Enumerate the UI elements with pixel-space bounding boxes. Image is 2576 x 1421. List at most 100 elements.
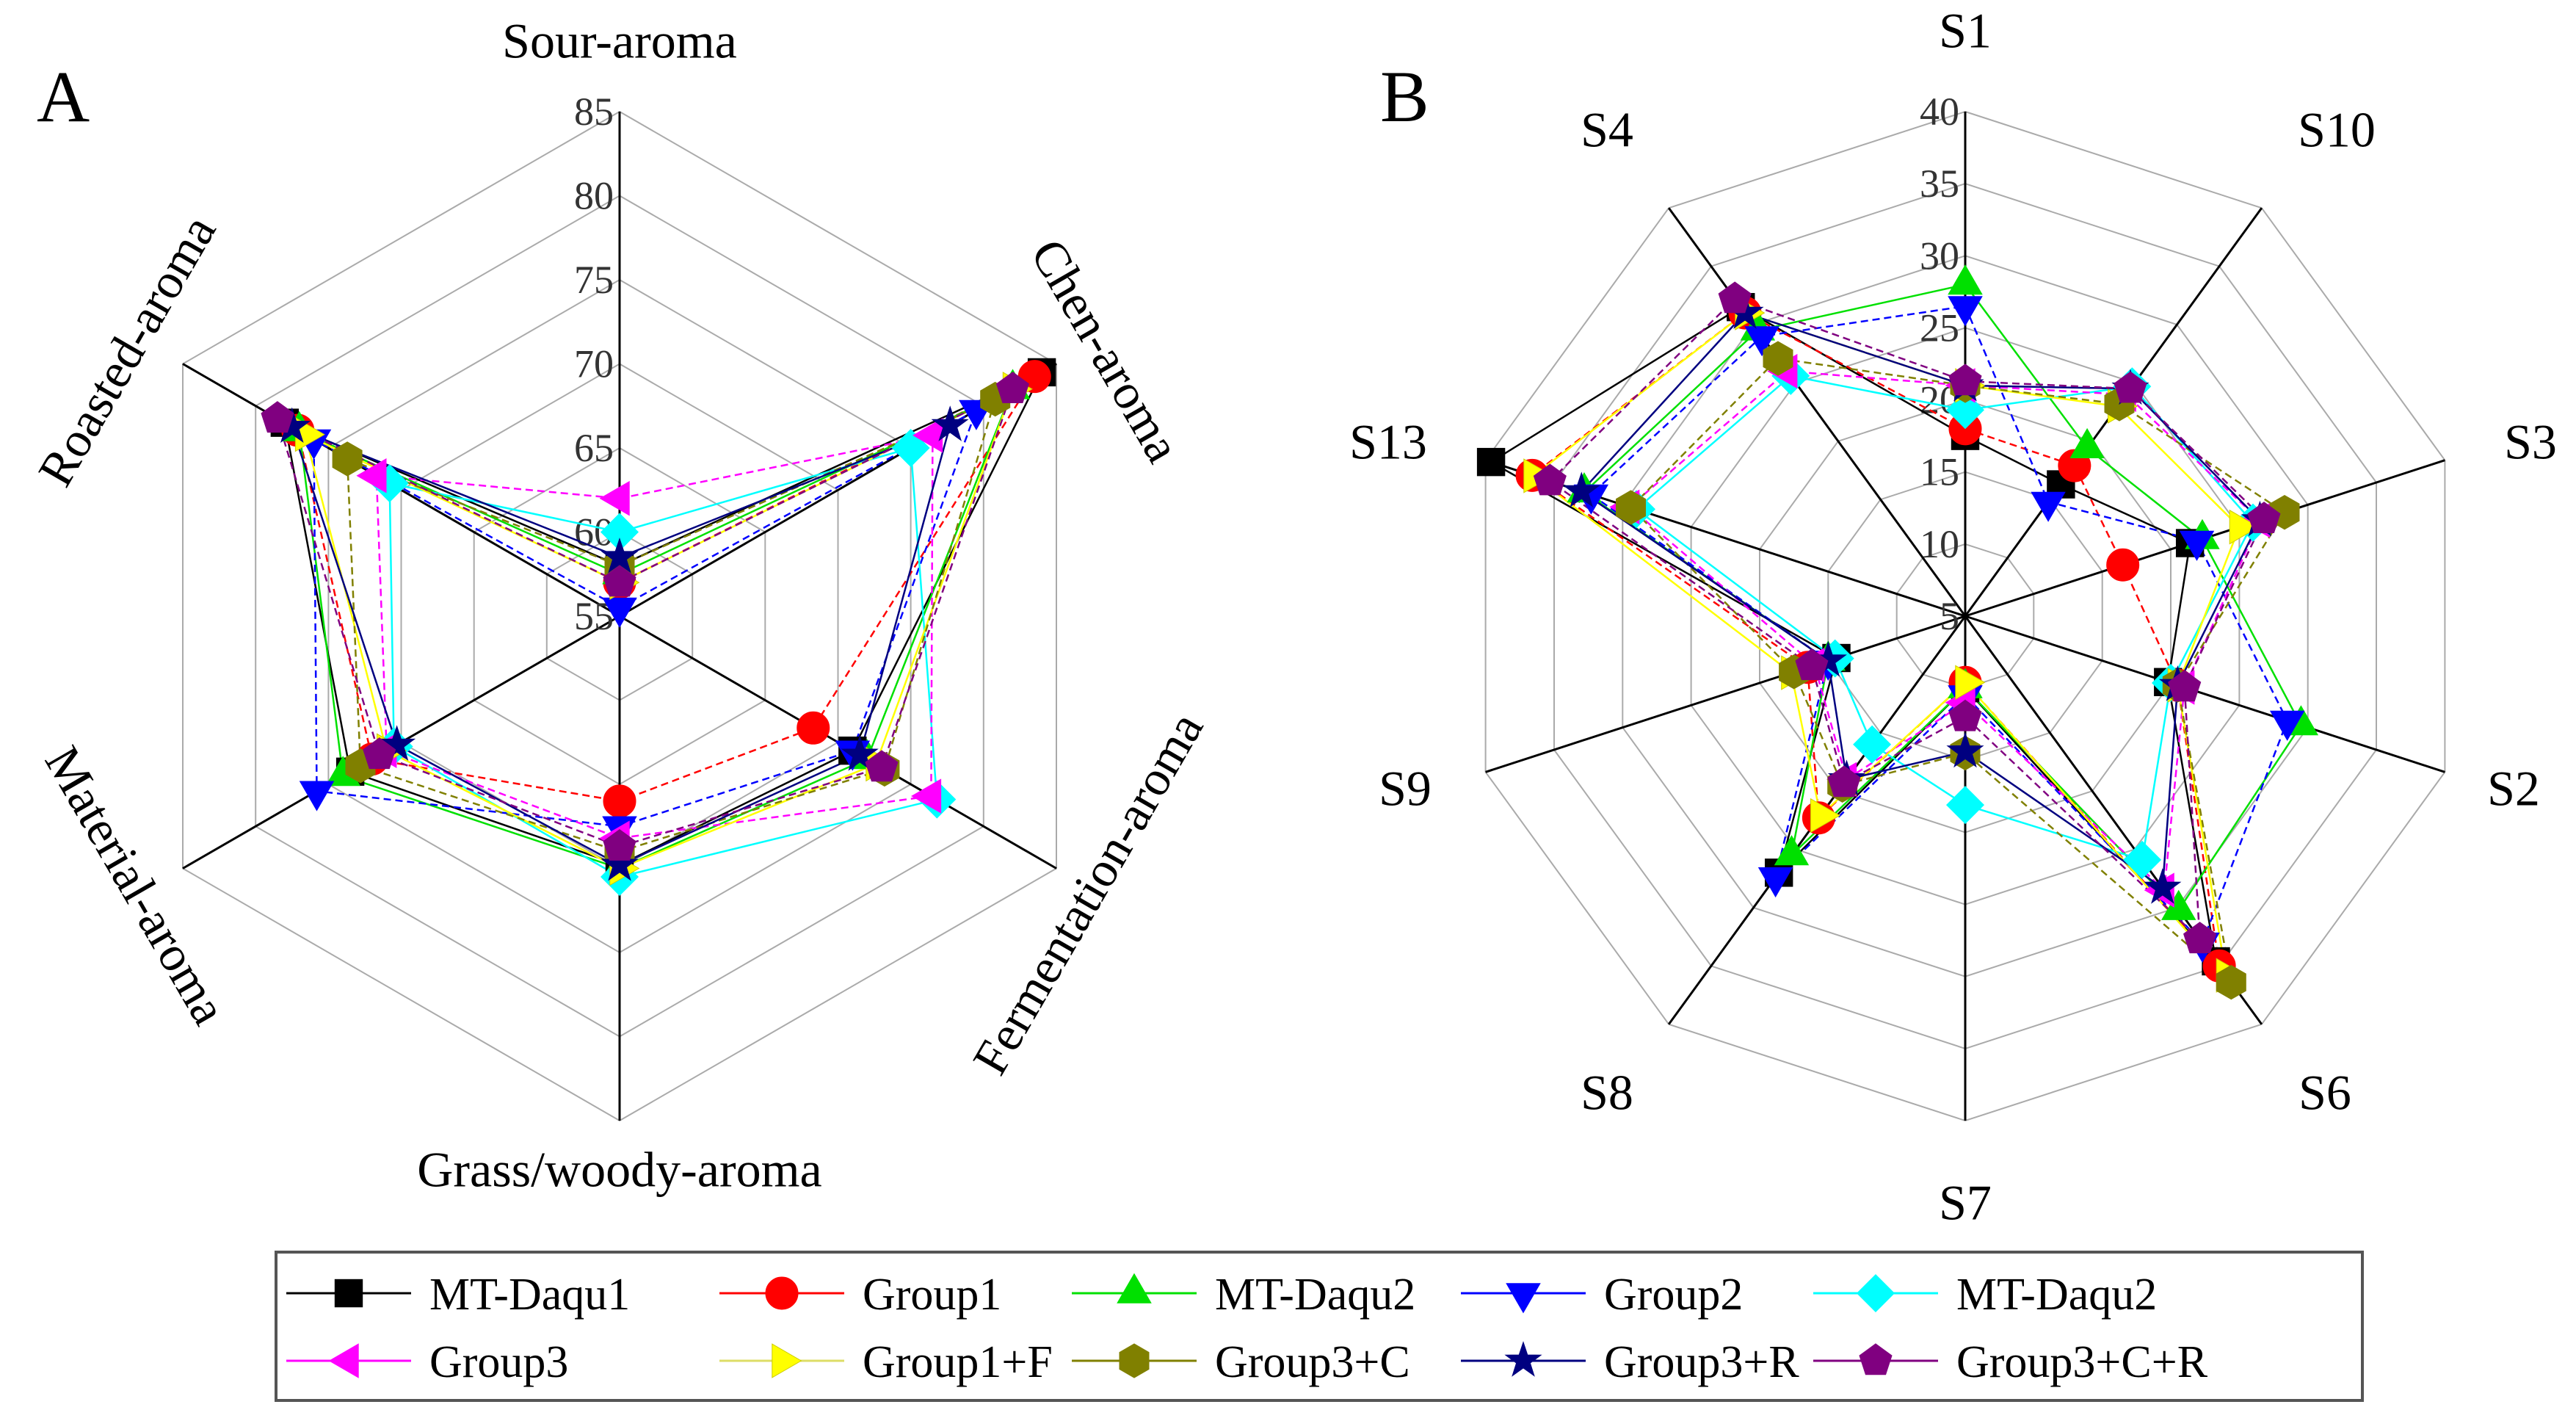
axis-title-s8: S8 [1581, 1065, 1633, 1121]
panel-label-b: B [1380, 56, 1429, 137]
data-point-mt-daqu2-2-s1 [1948, 264, 1983, 295]
axis-title-s4: S4 [1581, 102, 1633, 158]
tick-label: 85 [574, 90, 614, 134]
data-point-group2-3-s3 [2179, 530, 2215, 561]
series-line-group2-3 [1589, 305, 2289, 944]
axis-title-s7: S7 [1939, 1175, 1992, 1231]
axis-title-grass-woody-aroma: Grass/woody-aroma [417, 1142, 821, 1198]
tick-label: 75 [574, 258, 614, 302]
data-point-group3-c-r-9-s7 [1948, 699, 1982, 731]
data-point-group3-c-r-9-s13 [1533, 463, 1567, 496]
legend-label: Group3+C [1215, 1337, 1410, 1387]
data-point-group3-r-8-chen-aroma [931, 405, 969, 441]
data-point-mt-daqu2-4-s7 [1945, 786, 1985, 825]
data-point-group3-c-r-9-material-aroma [363, 737, 396, 770]
legend-box [275, 1251, 2364, 1402]
data-point-mt-daqu2-2-s8 [1774, 835, 1810, 866]
radar-chart-a: A 55606570758085Sour-aromaChen-aromaFerm… [27, 13, 1214, 1198]
data-point-group1-f-6-s8 [1810, 798, 1841, 834]
legend-item-group3-r-8: Group3+R [1461, 1337, 1799, 1387]
axis-title-fermentation-aroma: Fermentation-aroma [962, 703, 1213, 1084]
legend-label: MT-Daqu2 [1215, 1270, 1415, 1320]
legend-item-mt-daqu2-2: MT-Daqu2 [1072, 1270, 1415, 1320]
series-line-group3-c-7 [1629, 357, 2286, 985]
tick-label: 70 [574, 342, 614, 386]
tick-label: 10 [1920, 522, 1959, 566]
data-point-mt-daqu2-4-chen-aroma [891, 428, 930, 468]
legend-marker-hexagon-icon [1119, 1343, 1150, 1378]
axis-title-s2: S2 [2487, 761, 2540, 817]
legend-marker-diamond-icon [1856, 1273, 1895, 1313]
axis-title-material-aroma: Material-aroma [35, 737, 238, 1033]
legend-label: Group1 [863, 1270, 1001, 1320]
legend: MT-Daqu1 Group1 MT-Daqu2 Group2 MT-Daqu2 Grou… [275, 1251, 2364, 1402]
tick-label: 35 [1920, 162, 1959, 206]
data-point-group1-1-s3 [2106, 548, 2140, 582]
tick-label: 40 [1920, 90, 1959, 134]
legend-item-group2-3: Group2 [1461, 1270, 1743, 1320]
legend-marker-triangle-down-icon [1506, 1283, 1541, 1314]
legend-label: Group3 [429, 1337, 568, 1387]
data-point-group3-c-r-9-s8 [1827, 765, 1861, 798]
data-point-group3-c-7-roasted-aroma [332, 441, 363, 477]
legend-item-group3-5: Group3 [286, 1337, 568, 1387]
legend-item-group3-c-r-9: Group3+C+R [1813, 1337, 2208, 1387]
axis-line-s4 [1667, 207, 1967, 617]
data-point-group2-3-material-aroma [299, 781, 335, 811]
axis-title-sour-aroma: Sour-aroma [502, 13, 737, 69]
data-point-group2-3-sour-aroma [602, 597, 637, 628]
legend-item-group1-1: Group1 [719, 1270, 1001, 1320]
tick-label: 25 [1920, 305, 1959, 350]
data-point-group3-c-r-9-roasted-aroma [261, 401, 294, 433]
tick-label: 30 [1920, 234, 1959, 278]
legend-marker-pentagon-icon [1859, 1343, 1893, 1375]
series-line-group3-c-r-9 [1548, 297, 2265, 941]
data-point-mt-daqu2-4-s6 [2123, 840, 2162, 879]
legend-item-mt-daqu1-0: MT-Daqu1 [286, 1270, 630, 1320]
legend-label: Group3+C+R [1956, 1337, 2208, 1387]
axis-line-s9 [1485, 615, 1966, 773]
legend-marker-square-icon [334, 1279, 363, 1308]
legend-label: Group3+R [1604, 1337, 1799, 1387]
legend-label: MT-Daqu1 [429, 1270, 630, 1320]
data-point-group3-5-roasted-aroma [356, 458, 387, 493]
data-point-group2-3-s2 [2269, 710, 2305, 741]
data-point-group3-c-r-9-s9 [1795, 648, 1829, 681]
axis-title-chen-aroma: Chen-aroma [1020, 230, 1191, 471]
data-point-group3-r-8-s6 [2144, 868, 2182, 904]
legend-item-group3-c-7: Group3+C [1072, 1337, 1410, 1387]
axis-title-s3: S3 [2504, 414, 2557, 470]
tick-label: 65 [574, 426, 614, 470]
data-point-mt-daqu2-4-s8 [1853, 725, 1892, 764]
data-point-group2-3-s8 [1757, 867, 1793, 898]
data-point-group1-f-6-s7 [1955, 665, 1986, 701]
data-point-group3-c-7-s4 [1763, 341, 1793, 376]
data-point-group3-c-r-9-chen-aroma [995, 372, 1029, 403]
axis-line-s2 [1964, 615, 2445, 773]
data-point-group3-c-7-s6 [2216, 964, 2246, 1000]
data-point-group2-3-s4 [1744, 326, 1779, 357]
data-point-group3-c-r-9-sour-aroma [603, 565, 636, 597]
legend-item-mt-daqu2-4: MT-Daqu2 [1813, 1270, 2157, 1320]
legend-label: Group2 [1604, 1270, 1743, 1320]
data-point-group3-c-r-9-s2 [2168, 670, 2202, 702]
data-point-group3-r-8-s7 [1946, 731, 1984, 768]
tick-label: 5 [1940, 594, 1959, 638]
legend-label: MT-Daqu2 [1956, 1270, 2157, 1320]
data-point-group1-1-fermentation-aroma [797, 711, 830, 745]
data-point-group2-3-s10 [2031, 491, 2066, 522]
data-point-group3-c-7-s13 [1616, 490, 1646, 525]
legend-marker-star-icon [1504, 1341, 1542, 1377]
data-point-group1-f-6-s3 [2229, 509, 2260, 545]
data-point-mt-daqu2-2-s10 [2069, 427, 2105, 458]
data-point-group3-c-r-9-s1 [1948, 364, 1982, 396]
data-point-group3-5-fermentation-aroma [910, 778, 942, 814]
data-point-group3-c-r-9-fermentation-aroma [865, 750, 899, 782]
axis-title-s10: S10 [2298, 102, 2376, 158]
data-point-group3-c-r-9-s3 [2247, 502, 2281, 533]
data-point-group3-c-r-9-s6 [2183, 922, 2217, 954]
data-point-group3-r-8-s13 [1562, 471, 1600, 507]
data-point-mt-daqu1-0-s13 [1476, 447, 1506, 477]
axis-title-s13: S13 [1349, 414, 1427, 470]
